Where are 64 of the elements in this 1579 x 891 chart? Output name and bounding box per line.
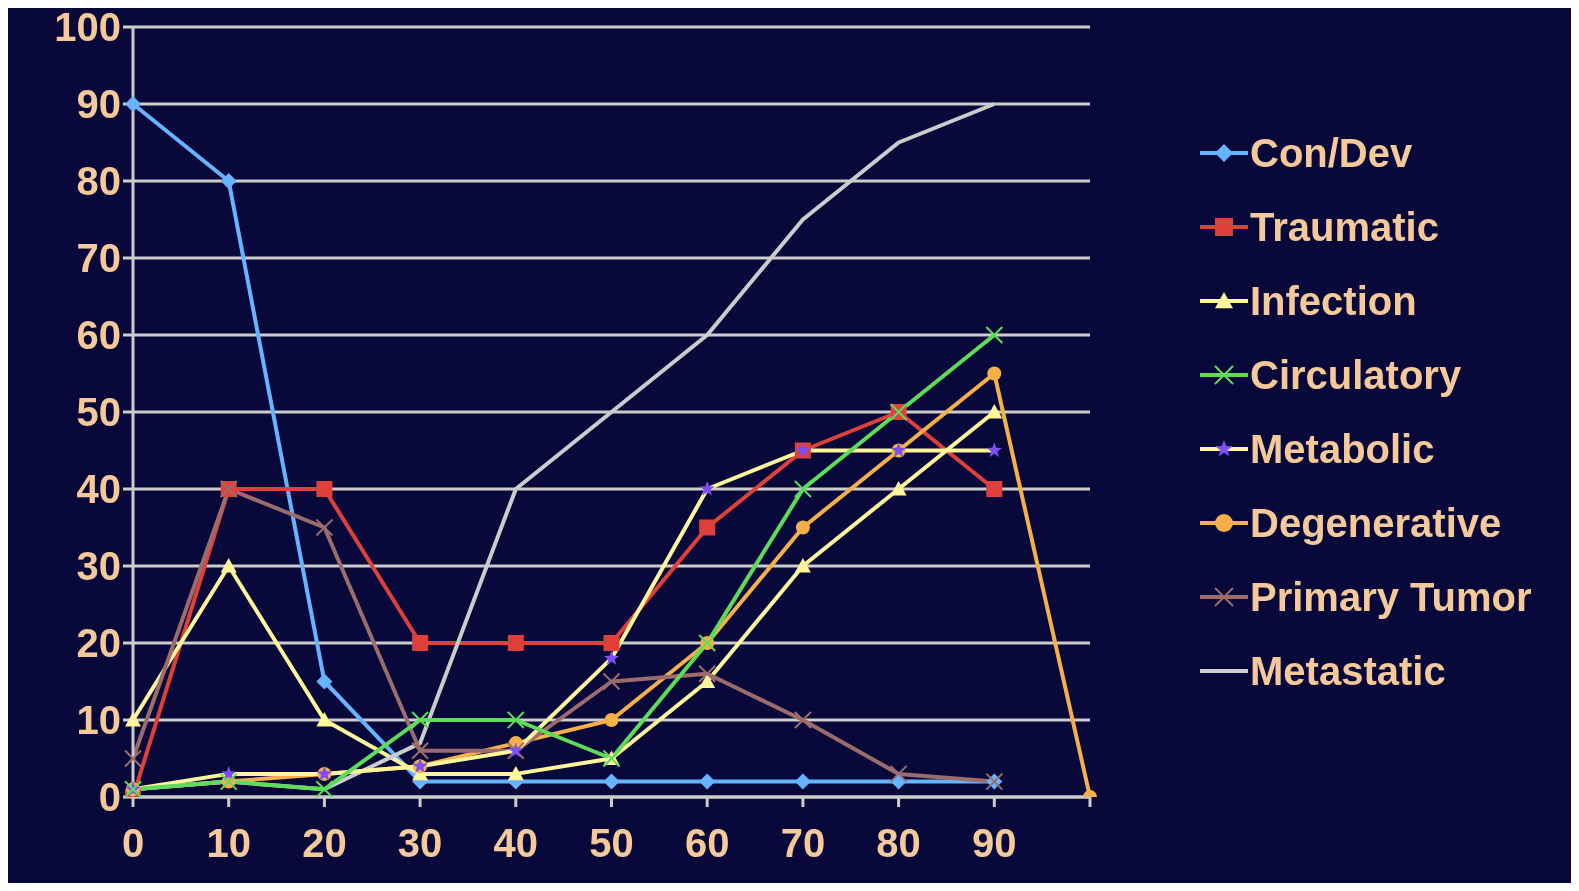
- point: [699, 519, 716, 536]
- point: [794, 773, 811, 790]
- point: [699, 673, 716, 688]
- point: [507, 765, 524, 781]
- y-tick-label: 40: [76, 467, 121, 512]
- point: [602, 672, 621, 691]
- point: [889, 764, 908, 783]
- legend-label: Degenerative: [1250, 500, 1502, 546]
- y-tick-label: 0: [98, 775, 121, 820]
- point: [603, 650, 620, 665]
- point: [986, 442, 1002, 457]
- point: [220, 173, 237, 189]
- legend-label: Traumatic: [1250, 204, 1439, 250]
- point: [316, 673, 333, 690]
- x-tick-label: 40: [493, 821, 539, 866]
- point: [603, 773, 620, 790]
- y-tick-label: 90: [76, 82, 121, 127]
- point: [316, 481, 333, 497]
- point: [315, 518, 334, 537]
- x-tick-label: 60: [684, 821, 730, 866]
- legend-label: Metastatic: [1250, 648, 1446, 694]
- point: [124, 749, 142, 768]
- y-tick-label: 80: [76, 159, 121, 204]
- y-tick-label: 30: [76, 544, 121, 589]
- point: [890, 481, 907, 496]
- point: [316, 712, 333, 727]
- point: [793, 480, 812, 498]
- x-tick-label: 50: [589, 821, 634, 866]
- point: [698, 664, 717, 683]
- point: [793, 711, 812, 729]
- point: [411, 741, 430, 760]
- point: [506, 711, 525, 729]
- point: [795, 520, 810, 535]
- point: [985, 326, 1004, 344]
- y-tick-label: 70: [76, 236, 121, 281]
- y-tick-label: 10: [76, 698, 121, 743]
- point: [412, 635, 429, 651]
- x-tick-label: 20: [302, 821, 347, 866]
- point: [794, 558, 811, 573]
- legend-label: Circulatory: [1250, 352, 1462, 398]
- x-tick-label: 70: [780, 821, 826, 866]
- point: [315, 780, 334, 797]
- point: [604, 713, 619, 727]
- point: [603, 635, 620, 651]
- legend-label: Metabolic: [1250, 426, 1435, 472]
- point: [220, 558, 237, 573]
- point: [411, 711, 430, 729]
- legend-label: Con/Dev: [1250, 130, 1413, 176]
- point: [986, 404, 1003, 419]
- y-tick-label: 20: [76, 621, 121, 666]
- x-tick-label: 30: [397, 821, 443, 866]
- point: [507, 635, 524, 651]
- x-tick-label: 10: [206, 821, 251, 866]
- y-tick-label: 60: [76, 313, 121, 358]
- point: [699, 773, 716, 790]
- x-tick-label: 90: [972, 821, 1017, 866]
- point: [987, 366, 1002, 381]
- point: [699, 481, 715, 496]
- legend-label: Primary Tumor: [1250, 574, 1532, 620]
- y-tick-label: 50: [76, 390, 121, 435]
- point: [986, 481, 1003, 497]
- x-tick-label: 80: [876, 821, 921, 866]
- legend-label: Infection: [1250, 278, 1417, 324]
- y-tick-label: 100: [54, 5, 121, 50]
